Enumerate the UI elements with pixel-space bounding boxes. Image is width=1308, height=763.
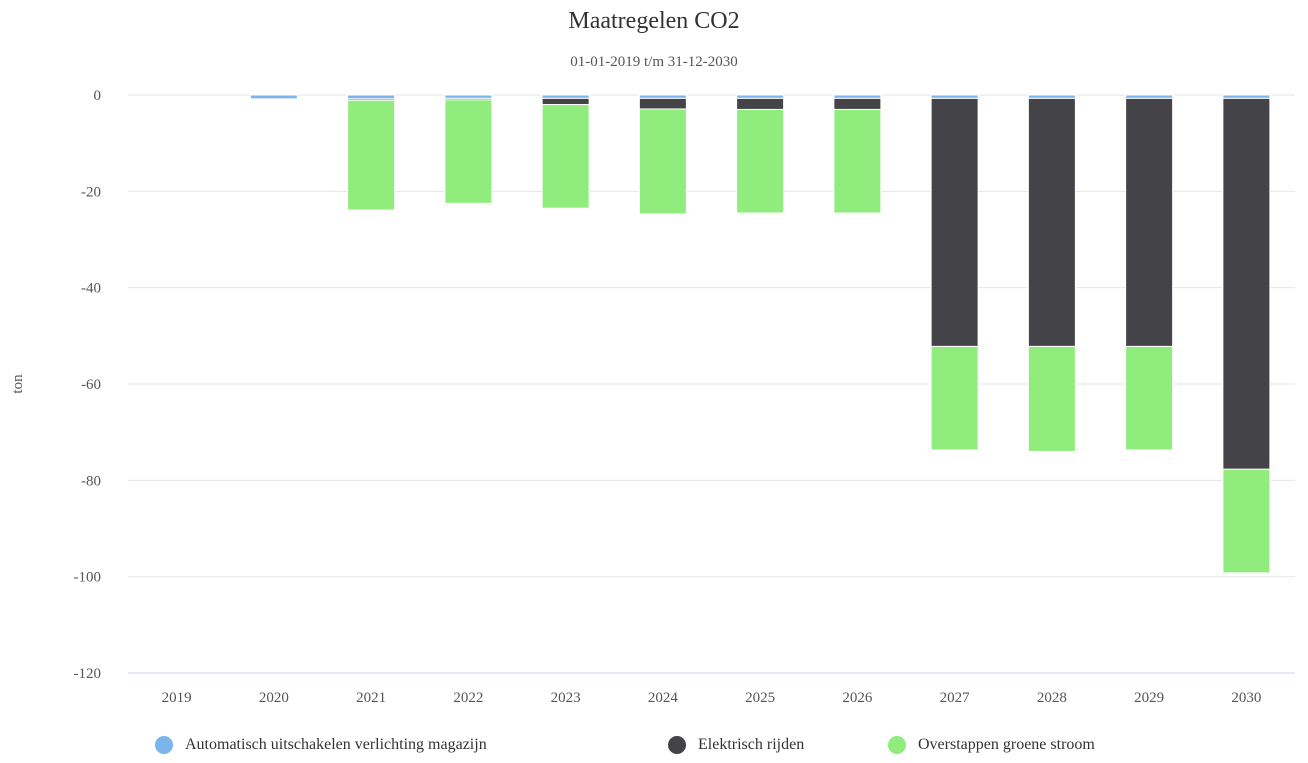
- y-tick-label: 0: [94, 88, 102, 104]
- y-tick-label: -100: [74, 570, 102, 586]
- bar-segment[interactable]: [736, 97, 785, 110]
- bar-segment[interactable]: [541, 97, 590, 106]
- x-tick-label: 2020: [259, 690, 289, 706]
- bar-segment[interactable]: [444, 94, 493, 99]
- bar-segment[interactable]: [1027, 97, 1076, 347]
- bar-segment[interactable]: [736, 94, 785, 99]
- legend-marker: [888, 736, 906, 754]
- chart-title: Maatregelen CO2: [568, 8, 740, 34]
- legend-item[interactable]: Elektrisch rijden: [668, 736, 804, 754]
- y-axis-title: ton: [10, 374, 26, 394]
- bar-segment[interactable]: [833, 94, 882, 99]
- bar-segment[interactable]: [347, 94, 396, 100]
- bar-segment[interactable]: [1125, 97, 1174, 347]
- x-tick-label: 2023: [551, 690, 581, 706]
- bar-segment[interactable]: [638, 97, 687, 110]
- bar-segment[interactable]: [930, 345, 979, 451]
- y-tick-label: -20: [81, 184, 101, 200]
- bar-segment[interactable]: [1027, 94, 1076, 99]
- legend-marker: [155, 736, 173, 754]
- legend-label: Automatisch uitschakelen verlichting mag…: [185, 736, 487, 753]
- legend-item[interactable]: Overstappen groene stroom: [888, 736, 1095, 754]
- chart-legend: Automatisch uitschakelen verlichting mag…: [0, 736, 1308, 762]
- chart-subtitle: 01-01-2019 t/m 31-12-2030: [570, 54, 738, 70]
- bar-segment[interactable]: [833, 97, 882, 110]
- x-tick-label: 2024: [648, 690, 679, 706]
- bar-segment[interactable]: [930, 97, 979, 347]
- x-tick-label: 2029: [1134, 690, 1164, 706]
- legend-label: Overstappen groene stroom: [918, 736, 1095, 753]
- y-tick-label: -40: [81, 281, 101, 297]
- bar-segment[interactable]: [1125, 94, 1174, 99]
- bar-segment[interactable]: [1222, 468, 1271, 574]
- bar-segment[interactable]: [541, 104, 590, 209]
- x-tick-label: 2019: [162, 690, 192, 706]
- x-tick-label: 2030: [1231, 690, 1261, 706]
- bar-segment[interactable]: [833, 108, 882, 214]
- bar-segment[interactable]: [1222, 97, 1271, 470]
- bar-segment[interactable]: [444, 99, 493, 204]
- bar-segment[interactable]: [1027, 345, 1076, 452]
- bar-segment[interactable]: [249, 94, 298, 100]
- bar-segment[interactable]: [930, 94, 979, 99]
- y-tick-label: -60: [81, 377, 101, 393]
- x-tick-label: 2026: [842, 690, 873, 706]
- bar-segment[interactable]: [541, 94, 590, 99]
- x-tick-label: 2021: [356, 690, 386, 706]
- legend-item[interactable]: Automatisch uitschakelen verlichting mag…: [155, 736, 487, 754]
- x-tick-label: 2028: [1037, 690, 1067, 706]
- bar-segment[interactable]: [347, 99, 396, 211]
- legend-label: Elektrisch rijden: [698, 736, 805, 753]
- bar-segment[interactable]: [638, 94, 687, 99]
- y-tick-label: -120: [74, 666, 102, 682]
- x-tick-label: 2022: [453, 690, 483, 706]
- bar-segment[interactable]: [1222, 94, 1271, 99]
- bar-segment[interactable]: [736, 108, 785, 214]
- legend-marker: [668, 736, 686, 754]
- x-tick-label: 2025: [745, 690, 775, 706]
- y-tick-label: -80: [81, 473, 101, 489]
- bar-segment[interactable]: [638, 108, 687, 215]
- x-tick-label: 2027: [940, 690, 971, 706]
- bar-segment[interactable]: [1125, 345, 1174, 451]
